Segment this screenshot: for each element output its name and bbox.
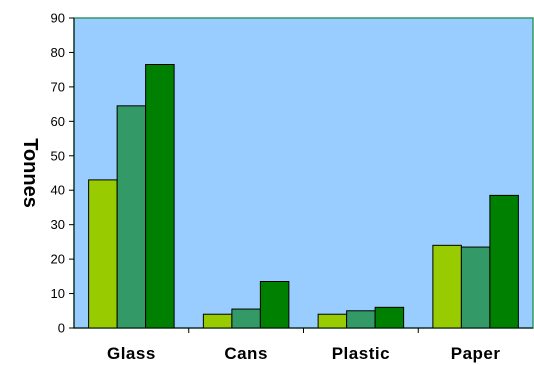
bar-glass-1 (88, 179, 118, 329)
y-tick-label: 0 (58, 321, 65, 336)
bars-group (88, 64, 519, 329)
bar-plastic-1 (317, 313, 348, 329)
y-tick-label: 50 (51, 148, 65, 163)
bar-glass-3 (145, 64, 175, 329)
y-tick-label: 60 (51, 114, 65, 129)
y-tick-label: 30 (51, 217, 65, 232)
bar-plastic-3 (374, 306, 405, 329)
bar-plastic-2 (346, 310, 376, 329)
y-tick-label: 80 (51, 45, 65, 60)
bar-paper-1 (432, 244, 462, 329)
bar-cans-2 (231, 308, 261, 329)
x-category-label: Glass (107, 344, 156, 363)
bar-paper-2 (460, 246, 491, 329)
y-tick-label: 20 (51, 252, 65, 267)
bar-cans-3 (259, 281, 290, 329)
y-tick-label: 70 (51, 79, 65, 94)
x-category-label: Paper (451, 344, 501, 363)
y-axis-label: Tonnes (19, 138, 41, 208)
x-ticks-group: Glass Cans Plastic Paper (107, 328, 501, 363)
bar-paper-3 (489, 194, 519, 329)
y-tick-label: 10 (51, 286, 65, 301)
x-category-label: Cans (224, 344, 268, 363)
y-ticks-group: 0 10 20 30 40 50 60 70 80 90 (51, 11, 74, 336)
bar-cans-1 (202, 313, 233, 329)
x-category-label: Plastic (332, 344, 390, 363)
y-tick-label: 90 (51, 11, 65, 26)
bar-glass-2 (116, 105, 147, 329)
y-tick-label: 40 (51, 183, 65, 198)
